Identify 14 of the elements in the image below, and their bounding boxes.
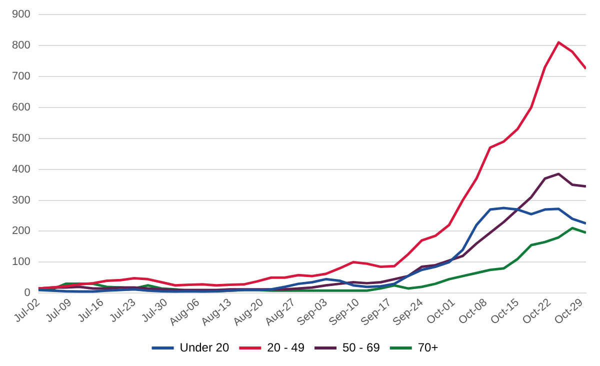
y-tick-label: 300 — [12, 194, 30, 206]
y-tick-label: 0 — [24, 287, 30, 300]
y-tick-label: 200 — [12, 225, 30, 238]
legend-label: 20 - 49 — [267, 340, 305, 354]
legend-label: 50 - 69 — [342, 340, 380, 354]
y-tick-label: 500 — [12, 132, 30, 144]
legend-label: Under 20 — [180, 340, 230, 354]
legend-label: 70+ — [418, 340, 438, 354]
y-tick-label: 700 — [12, 70, 30, 83]
y-tick-label: 600 — [12, 101, 30, 114]
y-tick-label: 800 — [12, 40, 30, 52]
y-tick-label: 400 — [12, 163, 30, 176]
y-tick-label: 100 — [12, 256, 30, 268]
y-tick-label: 900 — [12, 8, 30, 21]
